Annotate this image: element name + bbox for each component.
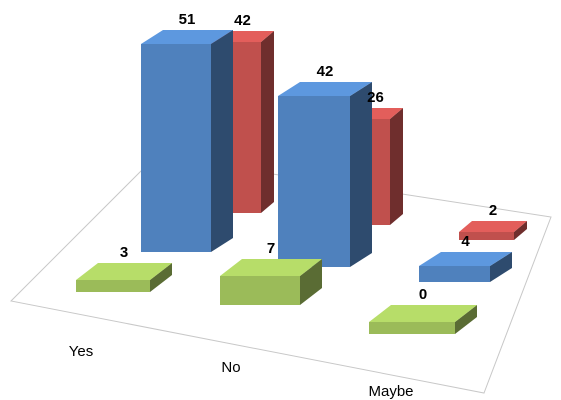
data-label: 26 — [367, 89, 384, 106]
bar-front-face — [459, 232, 514, 240]
bar-top-face — [76, 263, 172, 280]
category-label-maybe: Maybe — [368, 383, 413, 400]
bar-front-face — [278, 96, 350, 267]
bars-group — [76, 30, 527, 334]
bar-front-face — [220, 276, 300, 305]
bar-top-face — [278, 82, 372, 96]
data-label: 4 — [461, 233, 470, 250]
bar-yes-series-1 — [141, 30, 233, 252]
bar-no-series-1 — [278, 82, 372, 267]
bar-front-face — [141, 44, 211, 252]
bar-side-face — [514, 221, 527, 240]
category-label-no: No — [221, 359, 240, 376]
bar-side-face — [211, 30, 233, 252]
bar-top-face — [459, 221, 527, 232]
bar-front-face — [419, 266, 490, 282]
data-label: 42 — [234, 12, 251, 29]
bar-side-face — [261, 31, 274, 213]
bar-top-face — [419, 252, 512, 266]
bar-front-face — [76, 280, 150, 292]
bar-maybe-series-1 — [419, 252, 512, 282]
data-label: 3 — [120, 244, 128, 261]
data-label: 0 — [419, 286, 427, 303]
bar-maybe-series-3 — [369, 305, 477, 334]
bar-top-face — [220, 259, 322, 276]
bar-no-series-3 — [220, 259, 322, 305]
bar-side-face — [350, 82, 372, 267]
bar-maybe-series-2 — [459, 221, 527, 240]
bar-top-face — [141, 30, 233, 44]
bar-side-face — [390, 108, 403, 225]
data-label: 51 — [179, 11, 196, 28]
bar-yes-series-3 — [76, 263, 172, 292]
bar-top-face — [369, 305, 477, 322]
bar-side-face — [490, 252, 512, 282]
data-label: 42 — [317, 63, 334, 80]
data-label: 7 — [267, 240, 275, 257]
bar-front-face — [369, 322, 455, 334]
bar-side-face — [455, 305, 477, 334]
labels-group: 42 26 2 51 42 4 3 7 0 Yes No Maybe — [69, 11, 497, 400]
bar-side-face — [150, 263, 172, 292]
data-label: 2 — [489, 202, 497, 219]
category-label-yes: Yes — [69, 343, 93, 360]
bar-side-face — [300, 259, 322, 305]
